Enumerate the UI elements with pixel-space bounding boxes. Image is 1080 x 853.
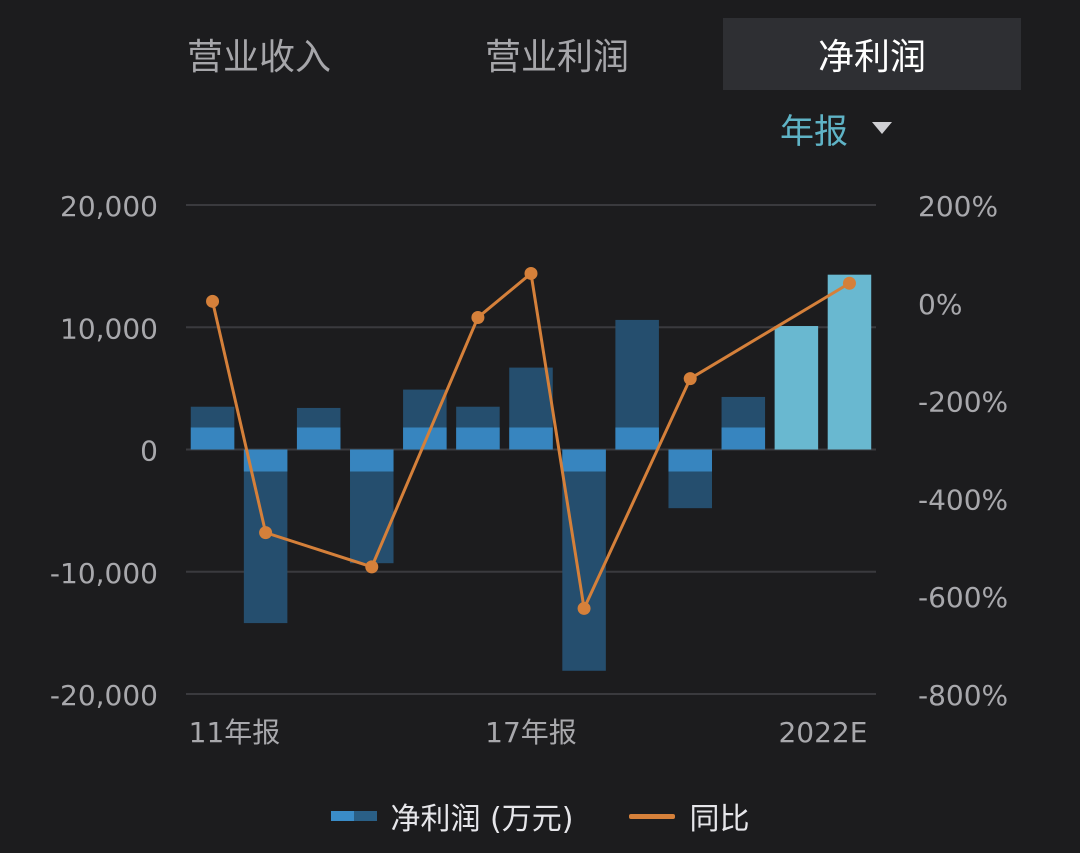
yoy-line xyxy=(211,270,851,614)
chevron-down-icon xyxy=(872,122,892,134)
legend-label-yoy: 同比 xyxy=(689,802,750,837)
legend-label-net-profit: 净利润 (万元) xyxy=(390,802,574,837)
bar-segment xyxy=(509,427,553,450)
yoy-point xyxy=(206,294,220,308)
y-left-tick-label: 0 xyxy=(140,435,158,468)
y-left-tick-label: -10,000 xyxy=(50,557,158,590)
yoy-point xyxy=(524,266,538,280)
legend-item-net-profit[interactable]: 净利润 (万元) xyxy=(330,794,574,838)
y-left-tick-label: 10,000 xyxy=(60,312,158,345)
yoy-point xyxy=(577,601,591,615)
x-tick-label: 11年报 xyxy=(189,716,281,749)
chart-legend: 净利润 (万元) 同比 xyxy=(0,788,1080,844)
net-profit-chart: 20,000 10,000 0 -10,000 -20,000 200% 0% -200% -4… xyxy=(50,190,1008,749)
yoy-point xyxy=(259,526,273,540)
period-selector[interactable]: 年报 xyxy=(780,100,892,156)
yoy-point xyxy=(842,276,856,290)
tab-operating-profit[interactable]: 营业利润 xyxy=(484,37,629,78)
period-label: 年报 xyxy=(780,111,848,152)
bar-segment xyxy=(456,427,500,450)
tab-revenue[interactable]: 营业收入 xyxy=(186,37,331,78)
y-right-tick-label: 0% xyxy=(918,288,962,321)
bar-segment xyxy=(721,427,766,450)
legend-swatch-bar xyxy=(330,811,377,821)
bar-segment xyxy=(243,449,288,472)
y-left-tick-label: -20,000 xyxy=(50,679,158,712)
yoy-point xyxy=(683,372,697,386)
y-left-tick-label: 20,000 xyxy=(60,190,158,223)
bar xyxy=(774,326,819,450)
bar-segment xyxy=(615,427,659,450)
tab-net-profit[interactable]: 净利润 xyxy=(723,18,1021,90)
y-right-tick-label: -400% xyxy=(918,483,1008,516)
y-right-tick-label: 200% xyxy=(918,190,998,223)
y-right-tick-label: -600% xyxy=(918,581,1008,614)
x-tick-label: 2022E xyxy=(778,716,867,749)
bar-segment xyxy=(190,427,235,450)
bar-segment xyxy=(668,449,712,472)
yoy-point xyxy=(471,310,485,324)
bar-segment xyxy=(296,427,341,450)
y-right-tick-label: -800% xyxy=(918,679,1008,712)
legend-item-yoy[interactable]: 同比 xyxy=(629,794,749,838)
y-right-tick-label: -200% xyxy=(918,386,1008,419)
bar-segment xyxy=(562,449,606,472)
yoy-point xyxy=(365,560,379,574)
legend-swatch-line xyxy=(629,813,676,819)
x-tick-label: 17年报 xyxy=(485,716,577,749)
bar xyxy=(562,449,606,671)
bar-segment xyxy=(350,449,394,472)
metric-tabs: 营业收入 营业利润 净利润 xyxy=(0,18,1080,90)
bar xyxy=(827,274,872,450)
